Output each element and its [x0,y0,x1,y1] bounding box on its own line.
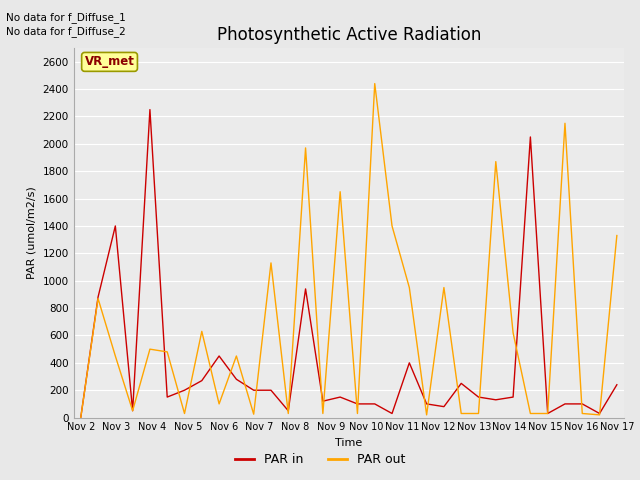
Text: No data for f_Diffuse_1: No data for f_Diffuse_1 [6,12,126,23]
Text: VR_met: VR_met [84,55,134,68]
X-axis label: Time: Time [335,438,362,448]
Legend: PAR in, PAR out: PAR in, PAR out [230,448,410,471]
Text: No data for f_Diffuse_2: No data for f_Diffuse_2 [6,26,126,37]
Title: Photosynthetic Active Radiation: Photosynthetic Active Radiation [216,25,481,44]
Y-axis label: PAR (umol/m2/s): PAR (umol/m2/s) [27,186,37,279]
